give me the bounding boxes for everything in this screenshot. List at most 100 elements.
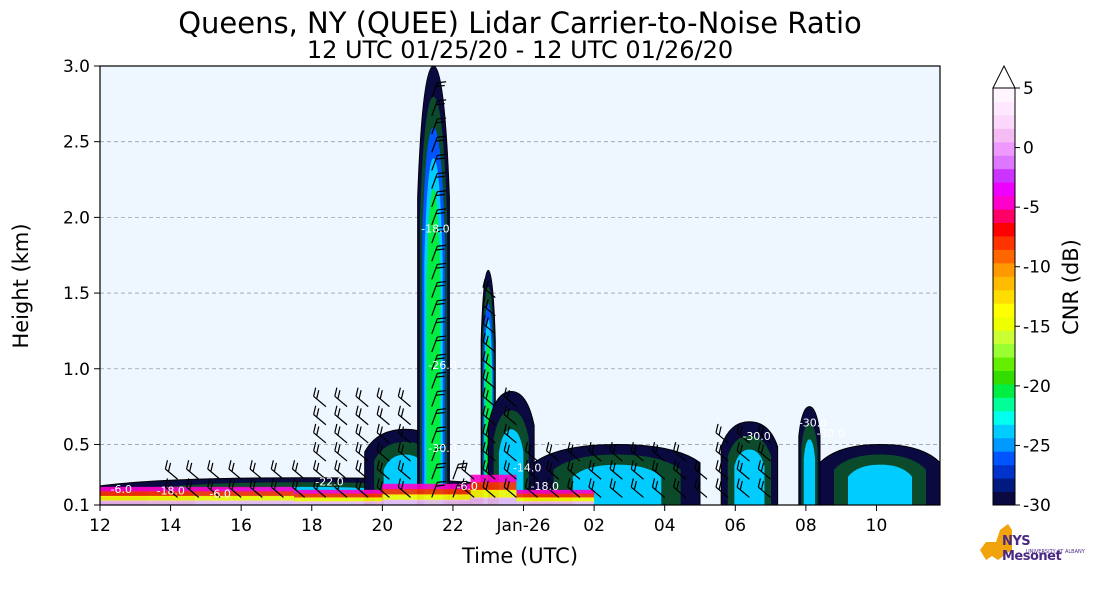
barb-feather xyxy=(291,478,296,488)
barb-staff xyxy=(313,468,327,480)
barb-staff xyxy=(431,118,438,135)
wind-barb xyxy=(651,478,666,498)
wind-barb xyxy=(376,423,390,444)
barb-feather xyxy=(760,444,765,454)
wind-barb xyxy=(630,478,644,498)
wind-barb xyxy=(482,387,496,408)
barb-feather xyxy=(437,335,447,338)
barb-feather xyxy=(435,248,445,251)
barb-staff xyxy=(165,468,179,480)
barb-staff xyxy=(207,468,221,480)
wind-barb xyxy=(376,478,390,498)
colorbar-segment xyxy=(993,168,1015,183)
barb-feather xyxy=(633,444,637,454)
colorbar-segment xyxy=(993,303,1015,318)
barb-feather xyxy=(437,226,447,229)
wind-barb xyxy=(355,387,369,408)
barb-feather xyxy=(400,390,405,400)
barb-feather xyxy=(189,462,193,472)
wind-barb xyxy=(757,423,771,444)
wind-barb xyxy=(228,460,242,480)
colorbar-tick-label: 0 xyxy=(1023,139,1034,159)
wind-barb xyxy=(397,423,411,444)
barb-staff xyxy=(431,409,438,425)
x-tick-label: 16 xyxy=(230,516,252,536)
barb-staff xyxy=(482,305,496,317)
wind-barb xyxy=(431,117,447,135)
wind-barb xyxy=(431,335,447,353)
x-tick-label: Jan-26 xyxy=(496,516,551,536)
barb-staff xyxy=(313,432,327,444)
barb-feather xyxy=(524,441,529,451)
barb-feather xyxy=(337,480,341,490)
surface-layer xyxy=(470,482,517,491)
barb-feather xyxy=(482,478,486,488)
colorbar-segment xyxy=(993,155,1015,170)
logo-subtext: UNIVERSITY AT ALBANY xyxy=(1026,549,1085,555)
barb-feather xyxy=(736,423,740,433)
wind-barbs xyxy=(164,81,771,498)
barb-feather xyxy=(718,480,722,490)
barb-feather xyxy=(485,335,489,345)
wind-barb xyxy=(164,460,179,480)
wind-barb xyxy=(355,441,369,462)
barb-feather xyxy=(718,462,722,472)
barb-feather xyxy=(482,296,486,306)
barb-feather xyxy=(485,480,489,490)
barb-feather xyxy=(630,478,634,488)
barb-feather xyxy=(485,317,489,327)
wind-barb xyxy=(482,423,496,444)
barb-feather xyxy=(400,480,405,490)
barb-feather xyxy=(715,423,719,433)
x-axis-label: Time (UTC) xyxy=(461,544,578,568)
wind-barb xyxy=(503,460,517,480)
barb-staff xyxy=(397,414,411,426)
barb-feather xyxy=(167,462,172,472)
barb-staff xyxy=(482,432,496,444)
barb-feather xyxy=(485,462,489,472)
wind-barb xyxy=(397,460,411,480)
barb-staff xyxy=(431,391,438,407)
colorbar-segment xyxy=(993,478,1015,493)
barb-staff xyxy=(736,468,750,480)
barb-feather xyxy=(316,480,320,490)
barb-feather xyxy=(379,462,383,472)
wind-barb xyxy=(524,478,539,498)
contour-labels: -6.0 -18.0 -22.0 -6.0 -30.0 -26.0 -18.0 -6.0 -18… xyxy=(111,223,845,501)
barb-feather xyxy=(437,135,447,138)
barb-feather xyxy=(313,478,317,488)
barb-feather xyxy=(482,423,486,433)
barb-staff xyxy=(482,323,496,335)
barb-feather xyxy=(739,426,743,436)
barb-feather xyxy=(355,423,359,433)
barb-feather xyxy=(437,462,447,465)
barb-feather xyxy=(437,353,447,356)
barb-feather xyxy=(231,462,235,472)
wind-barb xyxy=(334,478,348,498)
barb-feather xyxy=(612,444,616,454)
colorbar-segment xyxy=(993,235,1015,250)
barb-feather xyxy=(435,321,445,324)
colorbar-segment xyxy=(993,276,1015,291)
wind-barb xyxy=(249,460,263,480)
barb-feather xyxy=(506,444,510,454)
barb-feather xyxy=(316,444,320,454)
barb-feather xyxy=(694,478,698,488)
barb-feather xyxy=(379,390,383,400)
barb-staff xyxy=(334,450,348,462)
barb-staff xyxy=(292,486,306,498)
barb-feather xyxy=(435,339,445,342)
wind-barb xyxy=(291,460,306,480)
colorbar-segment xyxy=(993,101,1015,116)
barb-staff xyxy=(482,286,496,299)
barb-feather xyxy=(456,484,466,487)
barb-staff xyxy=(673,468,687,480)
barb-feather xyxy=(506,390,510,400)
barb-feather xyxy=(527,462,532,472)
contour-label: -30.0 xyxy=(428,442,456,455)
barb-feather xyxy=(612,480,616,490)
barb-feather xyxy=(358,462,362,472)
barb-feather xyxy=(482,460,486,470)
wind-barb xyxy=(185,478,200,498)
